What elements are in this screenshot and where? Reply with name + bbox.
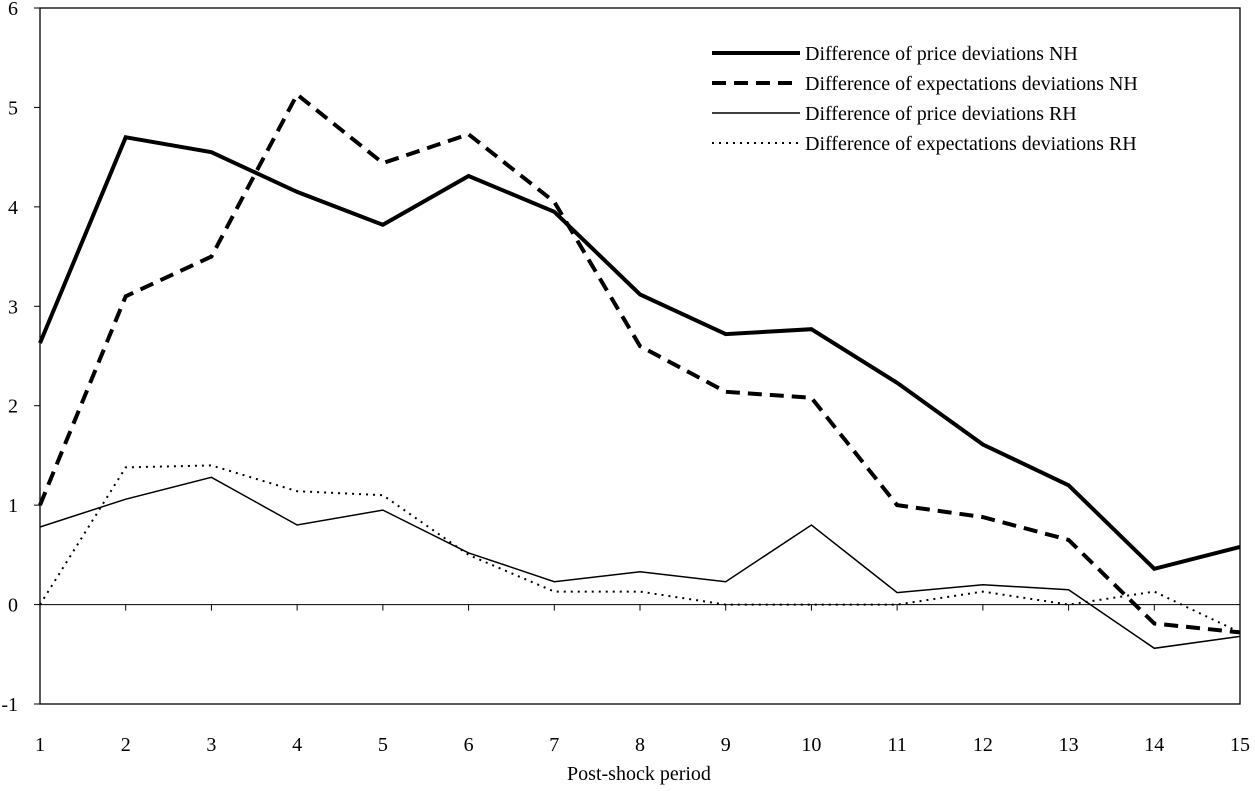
- x-tick-label: 5: [378, 734, 388, 756]
- series-line-2: [38, 91, 1241, 635]
- legend-label-3: Difference of price deviations RH: [805, 103, 1077, 125]
- legend-label-2: Difference of expectations deviations NH: [805, 73, 1138, 95]
- x-tick-label: 11: [888, 734, 907, 756]
- x-tick-label: 14: [1144, 734, 1164, 756]
- y-tick-label: 2: [8, 396, 18, 418]
- x-tick-label: 3: [206, 734, 216, 756]
- x-tick-label: 2: [121, 734, 131, 756]
- y-tick-label: 5: [8, 97, 18, 119]
- x-tick-label: 9: [721, 734, 731, 756]
- x-tick-label: 7: [549, 734, 559, 756]
- y-tick-label: -1: [1, 694, 18, 716]
- x-axis: 1 2 3 4 5 6 7 8 9 10 11 12 13 14 15: [35, 604, 1250, 756]
- plot-frame: [39, 7, 1241, 705]
- x-tick-label: 1: [35, 734, 45, 756]
- legend-label-4: Difference of expectations deviations RH: [805, 133, 1137, 155]
- y-tick-label: 3: [8, 296, 18, 318]
- x-tick-label: 15: [1230, 734, 1250, 756]
- legend: Difference of price deviations NH Differe…: [712, 43, 1138, 155]
- y-tick-label: 0: [8, 595, 18, 617]
- x-tick-label: 12: [973, 734, 993, 756]
- series-line-3: [39, 476, 1241, 650]
- x-tick-label: 6: [464, 734, 474, 756]
- x-tick-label: 4: [292, 734, 302, 756]
- legend-label-1: Difference of price deviations NH: [805, 43, 1078, 65]
- x-tick-label: 8: [635, 734, 645, 756]
- x-tick-label: 13: [1059, 734, 1079, 756]
- x-tick-label: 10: [801, 734, 821, 756]
- plot-area: [39, 7, 1241, 705]
- x-axis-label: Post-shock period: [567, 763, 711, 785]
- y-tick-label: 1: [8, 495, 18, 517]
- series-group: [38, 91, 1241, 650]
- series-line-1: [38, 135, 1241, 572]
- y-tick-label: 6: [8, 0, 18, 20]
- y-tick-label: 4: [8, 197, 18, 219]
